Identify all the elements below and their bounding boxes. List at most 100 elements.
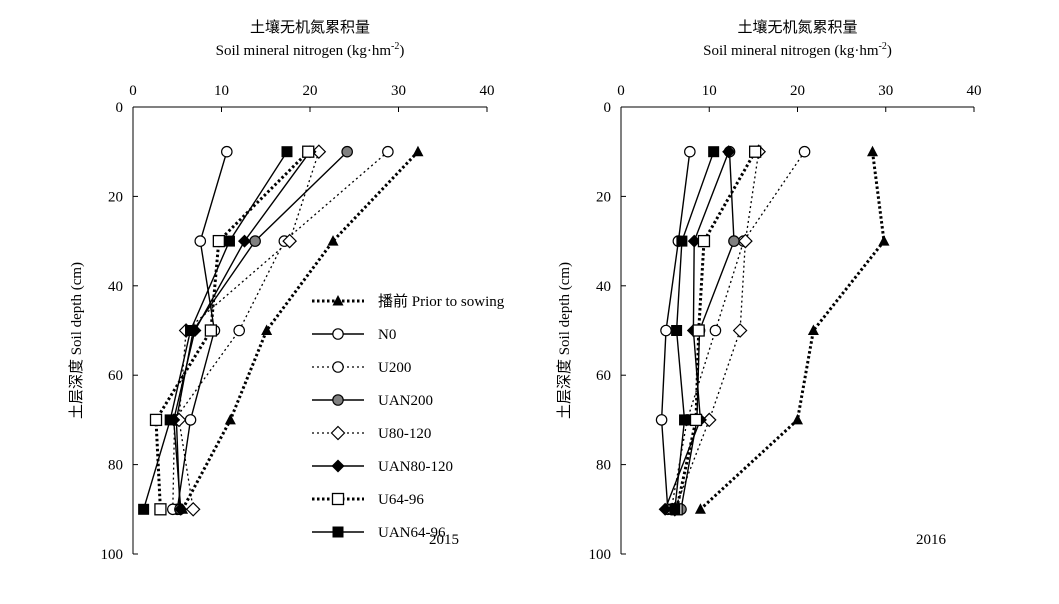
- y-tick-label: 60: [596, 368, 611, 384]
- x-tick-label: 30: [878, 83, 893, 99]
- legend-marker: [332, 526, 344, 538]
- data-point: [655, 414, 668, 426]
- data-point: [709, 324, 722, 337]
- data-point: [341, 145, 353, 158]
- data-point: [281, 146, 293, 158]
- data-point: [732, 323, 748, 338]
- data-point: [676, 235, 688, 247]
- y-tick-label: 80: [108, 458, 123, 474]
- legend-marker: [332, 328, 344, 340]
- y-tick-label: 0: [116, 100, 124, 116]
- data-point: [382, 145, 394, 158]
- data-point: [204, 324, 218, 337]
- x-tick-label: 20: [303, 83, 318, 99]
- y-tick-label: 20: [596, 189, 611, 205]
- y-tick-label: 80: [596, 458, 611, 474]
- data-point: [692, 324, 705, 337]
- y-tick-label: 100: [589, 547, 612, 563]
- data-point: [194, 235, 207, 247]
- chart-title: Soil mineral nitrogen (kg·hm-2): [216, 41, 405, 59]
- chart-title-superscript: -2: [879, 41, 887, 52]
- data-point: [164, 414, 176, 426]
- series-line-u64-96: [675, 150, 757, 510]
- chart-2016: 0 10 20 30 40 0 20 40 60 80 100 土壤无机氮累积量 Soil minera…: [556, 18, 982, 563]
- data-point: [282, 233, 297, 249]
- data-point: [792, 413, 803, 425]
- chart-title-close: ): [399, 43, 404, 59]
- data-point: [224, 413, 236, 425]
- y-tick-label: 100: [101, 547, 124, 563]
- data-point: [694, 503, 706, 514]
- legend-label: U80-120: [378, 426, 431, 442]
- y-tick-label: 40: [596, 279, 611, 295]
- chart-title-close: ): [887, 43, 892, 59]
- y-tick-label: 60: [108, 368, 123, 384]
- data-point: [212, 234, 225, 248]
- chart-title-main: Soil mineral nitrogen (kg·hm: [216, 43, 392, 59]
- legend-label: UAN64-96: [378, 525, 446, 541]
- data-point: [697, 234, 711, 248]
- data-point: [878, 235, 890, 246]
- data-point: [311, 144, 327, 160]
- data-point: [807, 324, 819, 335]
- data-point: [798, 145, 811, 158]
- data-point: [184, 414, 197, 426]
- data-point: [748, 145, 762, 158]
- x-tick-label: 30: [391, 83, 406, 99]
- data-point: [679, 414, 691, 426]
- chart-2015: 0 10 20 30 40 0 20 40 60 80 100 土壤无机氮累积量 Soil minera…: [68, 18, 495, 563]
- x-tick-label: 40: [967, 83, 982, 99]
- x-tick-label: 40: [480, 83, 495, 99]
- data-point: [722, 145, 736, 159]
- y-tick-label: 0: [604, 100, 612, 116]
- year-label: 2015: [429, 532, 459, 548]
- legend-marker: [332, 295, 344, 306]
- data-point: [261, 324, 273, 335]
- data-point: [238, 234, 252, 248]
- data-point: [689, 413, 703, 427]
- data-point: [221, 145, 233, 158]
- x-tick-label: 0: [617, 83, 625, 99]
- x-tick-label: 10: [214, 83, 229, 99]
- legend-label: N0: [378, 327, 396, 343]
- chart-title-chinese: 土壤无机氮累积量: [737, 18, 857, 36]
- data-point: [684, 145, 696, 158]
- series-line--prior-to-sowing: [699, 151, 886, 511]
- data-point: [185, 325, 197, 336]
- legend-label: U64-96: [378, 492, 424, 508]
- data-point: [412, 145, 424, 157]
- series-line--prior-to-sowing: [181, 150, 420, 511]
- data-point: [728, 235, 740, 247]
- data-point: [138, 503, 150, 515]
- legend-label: U200: [378, 360, 411, 376]
- data-point: [223, 235, 235, 247]
- year-label: 2016: [916, 532, 947, 548]
- data-point: [154, 503, 167, 516]
- data-point: [302, 145, 315, 158]
- chart-title-superscript: -2: [391, 41, 399, 52]
- data-point: [669, 503, 681, 515]
- legend-marker: [332, 361, 344, 373]
- data-point: [658, 502, 672, 516]
- data-point: [660, 324, 672, 337]
- data-point: [671, 325, 683, 336]
- y-tick-label: 20: [108, 189, 123, 205]
- data-point: [327, 235, 339, 246]
- data-point: [687, 234, 701, 248]
- x-tick-label: 10: [702, 83, 717, 99]
- legend-marker: [332, 394, 344, 406]
- data-point: [708, 146, 720, 158]
- legend-label: UAN80-120: [378, 459, 453, 475]
- legend: 播前 Prior to sowing N0 U200 UAN200 U80-120 UAN…: [312, 293, 505, 541]
- series-line-u80-120: [674, 151, 760, 510]
- y-axis-label: 土层深度 Soil depth (cm): [556, 262, 573, 419]
- chart-title: Soil mineral nitrogen (kg·hm-2): [703, 41, 892, 59]
- series-line-uan200: [175, 151, 348, 510]
- x-tick-label: 20: [790, 83, 805, 99]
- data-point: [185, 501, 201, 517]
- data-point: [249, 235, 261, 247]
- y-tick-label: 40: [108, 279, 123, 295]
- y-axis-label: 土层深度 Soil depth (cm): [68, 262, 85, 419]
- data-point: [174, 502, 188, 516]
